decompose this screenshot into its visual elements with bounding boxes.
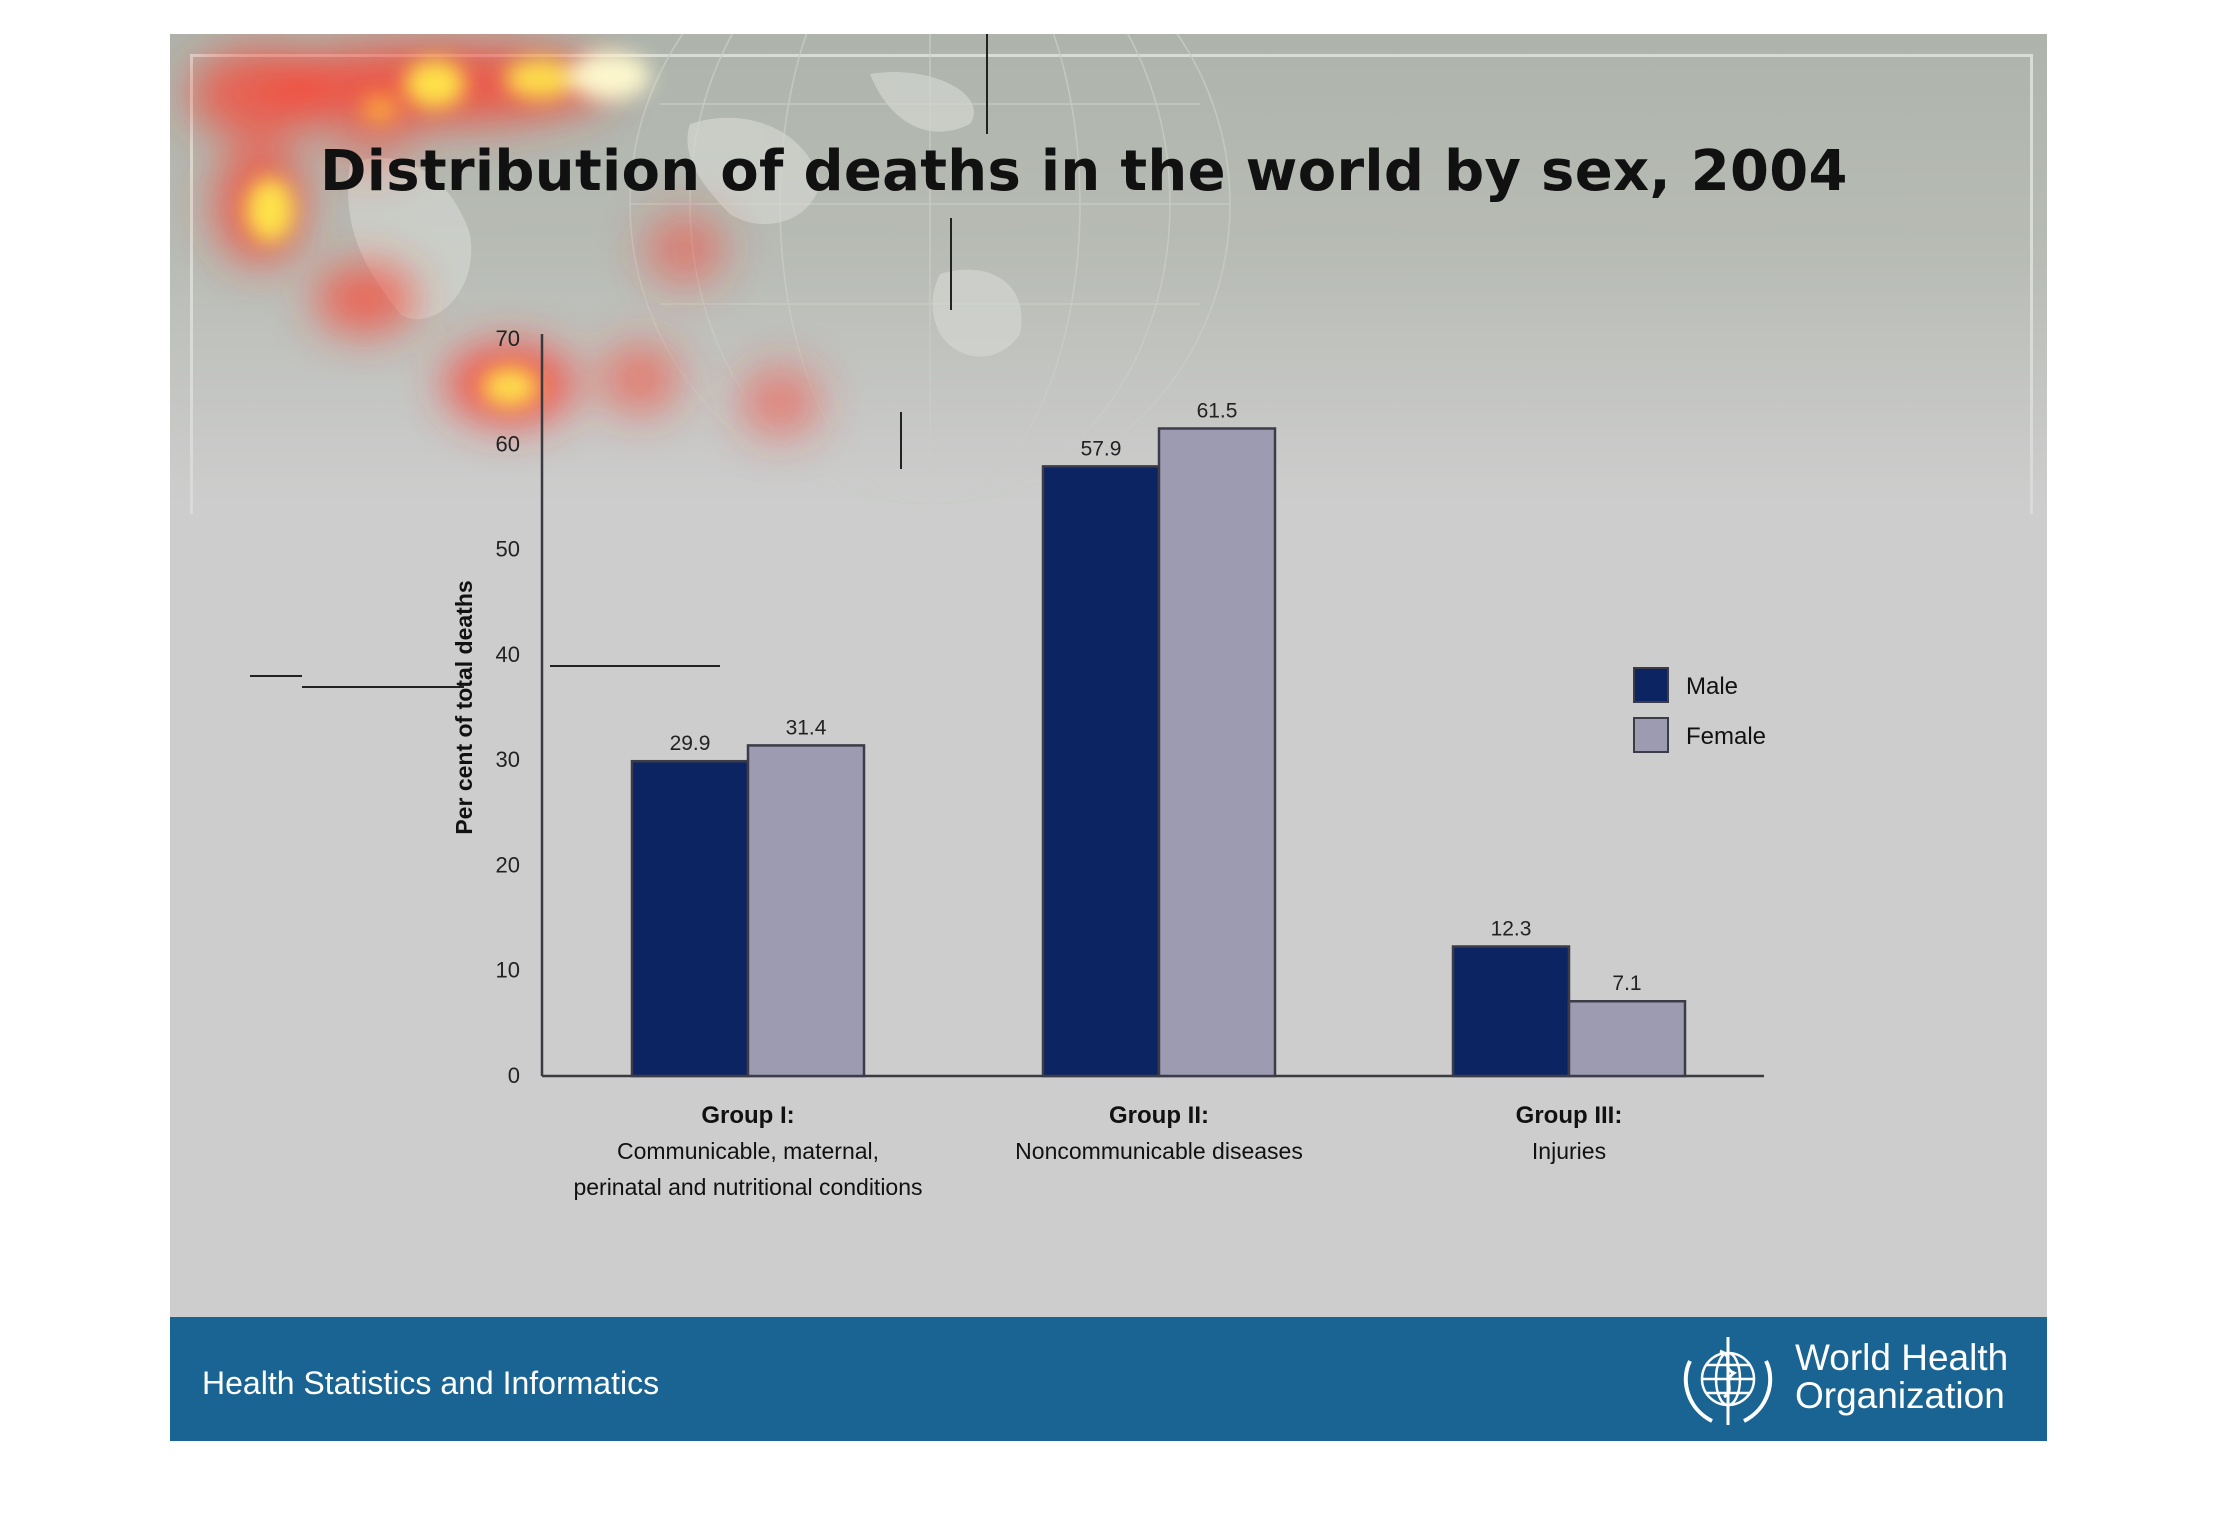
- stray-line: [900, 412, 902, 469]
- bar-male: [1451, 945, 1571, 1078]
- y-tick-label: 60: [496, 431, 520, 456]
- bar-chart: 0 10 20 30 40 50 60 70 Per cent of total deaths 2…: [451, 326, 1766, 1200]
- footer-bar: Health Statistics and Informatics World …: [170, 1317, 2047, 1441]
- stray-line: [250, 675, 302, 677]
- stray-line: [950, 218, 952, 310]
- data-label: 61.5: [1197, 399, 1238, 422]
- y-tick-label: 40: [496, 642, 520, 667]
- data-label: 57.9: [1081, 437, 1122, 460]
- stray-line: [302, 686, 464, 688]
- stray-line: [986, 34, 988, 134]
- category-sublabel: Communicable, maternal,: [617, 1138, 879, 1164]
- data-label: 7.1: [1612, 972, 1641, 995]
- data-label: 31.4: [786, 716, 827, 739]
- data-label: 12.3: [1491, 917, 1532, 940]
- bar-female: [746, 744, 866, 1078]
- data-label: 29.9: [670, 732, 711, 755]
- who-emblem-icon: [1683, 1337, 1773, 1425]
- organization-name-line2: Organization: [1795, 1375, 2005, 1416]
- y-axis-label: Per cent of total deaths: [451, 580, 477, 834]
- y-tick-label: 50: [496, 537, 520, 562]
- bar-male: [630, 759, 750, 1078]
- bar-female: [1157, 427, 1277, 1078]
- stray-line: [550, 665, 720, 667]
- category-sublabel: perinatal and nutritional conditions: [573, 1174, 922, 1200]
- legend-label: Male: [1686, 673, 1738, 700]
- footer-text: Health Statistics and Informatics: [202, 1365, 660, 1401]
- y-tick-label: 30: [496, 747, 520, 772]
- bar-male: [1041, 465, 1161, 1078]
- category-label: Group III:: [1516, 1102, 1623, 1129]
- category-sublabel: Injuries: [1532, 1138, 1606, 1164]
- header-frame: [190, 54, 2033, 514]
- y-tick-label: 0: [508, 1063, 520, 1088]
- bar-female: [1567, 999, 1687, 1078]
- legend-label: Female: [1686, 723, 1766, 750]
- legend-swatch-female: [1633, 717, 1669, 753]
- category-sublabel: Noncommunicable diseases: [1015, 1138, 1303, 1164]
- slide: Distribution of deaths in the world by s…: [170, 34, 2047, 1441]
- slide-title: Distribution of deaths in the world by s…: [320, 139, 1848, 204]
- organization-name: World Health Organization: [1795, 1339, 2008, 1415]
- category-label: Group I:: [701, 1102, 794, 1129]
- y-tick-label: 10: [496, 958, 520, 983]
- organization-name-line1: World Health: [1795, 1337, 2009, 1378]
- legend-swatch-male: [1633, 667, 1669, 703]
- y-tick-label: 20: [496, 852, 520, 877]
- category-label: Group II:: [1109, 1102, 1209, 1129]
- y-tick-label: 70: [496, 326, 520, 351]
